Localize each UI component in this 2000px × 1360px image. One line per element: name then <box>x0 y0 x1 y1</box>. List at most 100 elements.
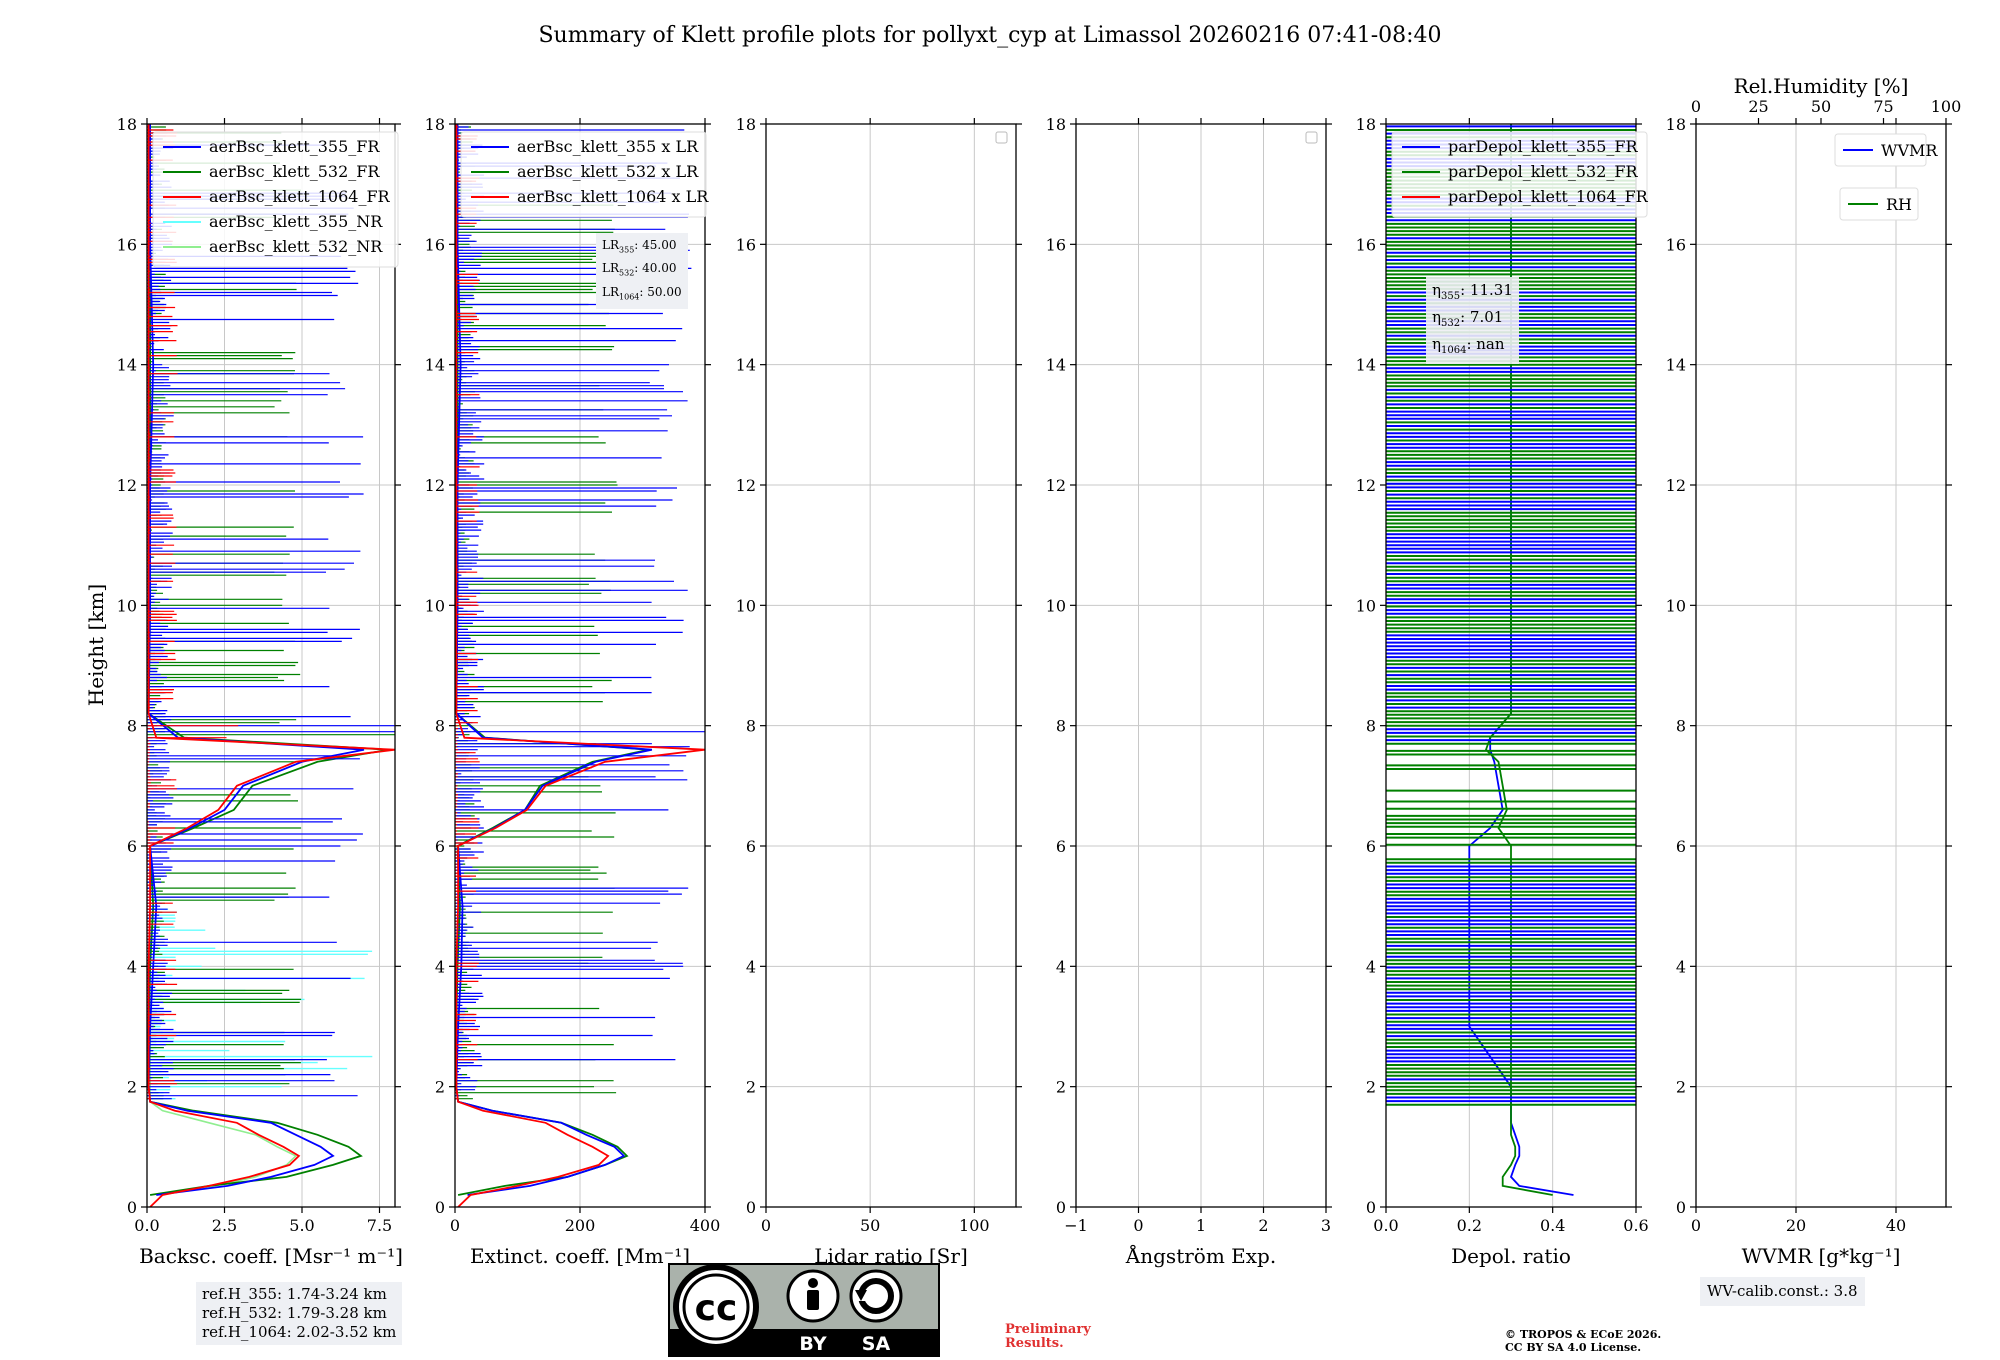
axes-frame <box>765 123 1017 1208</box>
y-tick-label: 14 <box>1046 356 1066 375</box>
ref-height-355: ref.H_355: 1.74-3.24 km <box>202 1285 387 1303</box>
y-tick-label: 16 <box>736 235 756 254</box>
copyright-note: © TROPOS & ECoE 2026. CC BY SA 4.0 Licen… <box>1505 1328 1661 1354</box>
empty-legend-box <box>1305 131 1318 144</box>
eta-label: η <box>1432 335 1441 353</box>
y-tick-label: 14 <box>1356 356 1376 375</box>
y-tick-label: 6 <box>435 837 445 856</box>
preliminary-line2: Results. <box>1005 1336 1064 1351</box>
preliminary-line1: Preliminary <box>1005 1322 1091 1337</box>
legend-label: aerBsc_klett_355_FR <box>209 137 380 156</box>
legend-label: RH <box>1886 195 1912 214</box>
y-tick-label: 8 <box>1676 717 1686 736</box>
y-tick-label: 0 <box>1676 1198 1686 1217</box>
bsc-355-series <box>147 124 365 1196</box>
rh-tick-label: 75 <box>1873 97 1893 116</box>
rh-tick-label: 50 <box>1811 97 1831 116</box>
eta-sub: 355 <box>1441 291 1461 302</box>
y-tick-label: 10 <box>1356 596 1376 615</box>
y-tick-label: 2 <box>746 1078 756 1097</box>
y-tick-label: 10 <box>425 596 445 615</box>
series-group <box>1386 124 1636 1196</box>
y-tick-label: 12 <box>425 476 445 495</box>
by-text: BY <box>799 1333 826 1355</box>
series-group <box>455 124 705 1207</box>
x-axis-label: Ångström Exp. <box>1125 1243 1276 1268</box>
wv-calib-text: WV-calib.const.: 3.8 <box>1707 1282 1858 1300</box>
legend-box <box>460 131 707 218</box>
lr-sub: 532 <box>619 268 635 278</box>
y-tick-label: 6 <box>1056 837 1066 856</box>
lr-value-532: : 40.00 <box>634 261 677 276</box>
x-tick-label: 7.5 <box>367 1216 392 1235</box>
y-tick-label: 6 <box>746 837 756 856</box>
y-tick-label: 2 <box>1056 1078 1066 1097</box>
eta-sub: 532 <box>1441 318 1461 329</box>
axes-frame <box>1695 123 1947 1208</box>
sa-text: SA <box>862 1333 891 1355</box>
y-tick-label: 8 <box>1056 717 1066 736</box>
y-tick-label: 14 <box>425 356 445 375</box>
eta-value-1064: : nan <box>1466 335 1505 353</box>
y-axis-label: Height [km] <box>84 584 108 706</box>
y-tick-label: 12 <box>117 476 137 495</box>
y-tick-label: 6 <box>127 837 137 856</box>
bsc-532-series <box>147 124 389 1196</box>
y-tick-label: 12 <box>1046 476 1066 495</box>
y-tick-label: 2 <box>1366 1078 1376 1097</box>
y-tick-label: 18 <box>117 115 137 134</box>
y-tick-label: 16 <box>1046 235 1066 254</box>
panel-bsc: 0.0 2.5 5.0 7.5 0 2 4 6 8 10 12 14 16 18 Backsc. coeff… <box>117 115 403 1268</box>
legend-label: aerBsc_klett_355_NR <box>209 212 383 231</box>
lr-sub: 1064 <box>619 292 640 302</box>
ref-height-box: ref.H_355: 1.74-3.24 km ref.H_532: 1.79-… <box>196 1282 403 1345</box>
axes-frame <box>146 123 396 1208</box>
x-tick-label: 20 <box>1786 1216 1806 1235</box>
y-tick-label: 8 <box>435 717 445 736</box>
lr-sub: 355 <box>619 245 635 255</box>
panel-wv: 0 20 40 0 2 4 6 8 10 12 14 16 18 WVMR [g*kg⁻¹] WVMR RH <box>1666 115 1952 1268</box>
legend-label: aerBsc_klett_532 x LR <box>517 162 699 181</box>
ext-355-series-noise <box>455 126 705 1100</box>
x-tick-label: 200 <box>565 1216 596 1235</box>
panel-ext: 0 200 400 0 2 4 6 8 10 12 14 16 18 Extinct. coeff. [M… <box>425 115 721 1268</box>
y-tick-label: 6 <box>1676 837 1686 856</box>
x-tick-label: 0 <box>1691 1216 1701 1235</box>
y-tick-label: 18 <box>1356 115 1376 134</box>
x-axis-label: Backsc. coeff. [Msr⁻¹ m⁻¹] <box>139 1244 403 1268</box>
rh-axis: 0 25 50 75 100 Rel.Humidity [%] <box>1691 74 1961 124</box>
ext-532-series-noise <box>455 126 618 1100</box>
x-axis-label: Depol. ratio <box>1451 1244 1571 1268</box>
x-tick-label: 0.6 <box>1623 1216 1648 1235</box>
y-tick-label: 10 <box>1666 596 1686 615</box>
preliminary-note: Preliminary Results. <box>1005 1323 1091 1351</box>
y-tick-label: 10 <box>736 596 756 615</box>
legend-box <box>1834 133 1927 167</box>
x-tick-label: 3 <box>1321 1216 1331 1235</box>
y-tick-label: 8 <box>1366 717 1376 736</box>
lidar-ratio-box: LR355: 45.00 LR532: 40.00 LR1064: 50.00 <box>596 233 688 310</box>
lr-value-355: : 45.00 <box>634 238 677 252</box>
x-axis-label: Extinct. coeff. [Mm⁻¹] <box>470 1244 690 1268</box>
legend-label: aerBsc_klett_1064_FR <box>209 187 391 206</box>
y-tick-label: 14 <box>736 356 756 375</box>
lr-label: LR <box>602 261 620 276</box>
x-tick-label: 40 <box>1886 1216 1906 1235</box>
legend-label: parDepol_klett_1064_FR <box>1448 187 1649 206</box>
rh-tick-label: 0 <box>1691 97 1701 116</box>
eta-value-532: : 7.01 <box>1460 308 1504 326</box>
y-tick-label: 16 <box>1666 235 1686 254</box>
eta-sub: 1064 <box>1441 345 1467 356</box>
x-tick-label: 2 <box>1258 1216 1268 1235</box>
cc-license-badge[interactable]: cc BY SA <box>668 1263 940 1357</box>
y-tick-label: 14 <box>117 356 137 375</box>
figure-title: Summary of Klett profile plots for polly… <box>538 23 1441 48</box>
x-tick-label: 0 <box>761 1216 771 1235</box>
legend-label: parDepol_klett_532_FR <box>1448 162 1639 181</box>
copyright-line1: © TROPOS & ECoE 2026. <box>1505 1328 1662 1341</box>
y-tick-label: 12 <box>1356 476 1376 495</box>
legend-label: parDepol_klett_355_FR <box>1448 137 1639 156</box>
